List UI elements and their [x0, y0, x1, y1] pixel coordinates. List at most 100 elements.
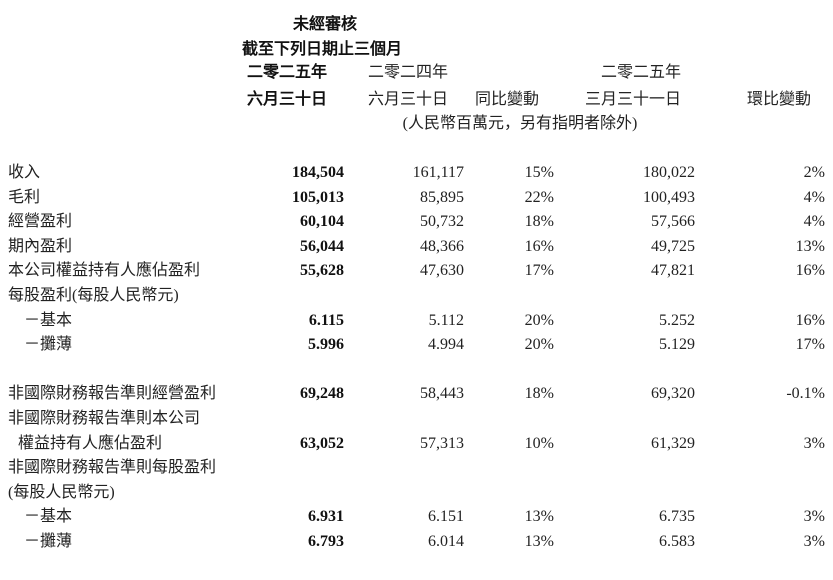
- row-label: 經營盈利: [8, 213, 73, 231]
- cell-c4: 180,022: [643, 164, 695, 181]
- cell-c5: [695, 481, 825, 506]
- cell-c4: 5.129: [659, 336, 695, 354]
- cell-c3: 13%: [524, 508, 554, 526]
- row-label: 本公司權益持有人應佔盈利: [8, 262, 201, 280]
- col1-date: 六月三十日: [246, 91, 327, 108]
- cell-c4: [554, 407, 695, 432]
- table-row: (每股人民幣元): [8, 481, 825, 506]
- cell-c4: 61,329: [651, 434, 695, 452]
- cell-c3: [464, 481, 554, 506]
- col5-qoq-header: 環比變動: [746, 91, 811, 108]
- cell-c4: [554, 284, 695, 309]
- cell-c2: 6.151: [428, 508, 464, 526]
- cell-c1: [284, 407, 344, 432]
- cell-c1: 5.996: [308, 336, 344, 354]
- cell-c3: 22%: [524, 188, 554, 206]
- cell-c3: 20%: [524, 336, 554, 354]
- cell-c2: [344, 407, 464, 432]
- cell-c5: 16%: [795, 262, 825, 280]
- cell-c5: 3%: [803, 532, 825, 550]
- cell-c3: 13%: [524, 532, 554, 550]
- cell-c3: 18%: [524, 385, 554, 403]
- cell-c4: 6.735: [659, 508, 695, 526]
- table-row: 非國際財務報告準則經營盈利 69,248 58,443 18% 69,320 -0.1%: [8, 382, 825, 407]
- row-label: 期內盈利: [8, 237, 73, 255]
- cell-c2: 6.014: [428, 532, 464, 550]
- cell-c3: [464, 284, 554, 309]
- cell-c1: 6.793: [308, 532, 344, 550]
- cell-c2: 57,313: [420, 434, 464, 452]
- cell-c3: 10%: [524, 434, 554, 452]
- cell-c1: 60,104: [300, 213, 344, 231]
- table-row: 權益持有人應佔盈利 63,052 57,313 10% 61,329 3%: [8, 432, 825, 457]
- cell-c1: 184,504: [292, 164, 344, 181]
- cell-c5: 13%: [795, 237, 825, 255]
- table-row: 毛利 105,013 85,895 22% 100,493 4%: [8, 186, 825, 211]
- cell-c3: 17%: [524, 262, 554, 280]
- cell-c1: 69,248: [300, 385, 344, 403]
- cell-c5: 16%: [795, 311, 825, 329]
- cell-c5: 3%: [803, 508, 825, 526]
- cell-c3: 18%: [524, 213, 554, 231]
- col3-yoy-header: 同比變動: [474, 91, 539, 108]
- cell-c4: 57,566: [651, 213, 695, 231]
- row-label: 每股盈利(每股人民幣元): [8, 286, 179, 304]
- table-row: －攤薄 5.996 4.994 20% 5.129 17%: [8, 333, 825, 358]
- cell-c4: [554, 456, 695, 481]
- col2-date: 六月三十日: [367, 91, 448, 108]
- col2-year: 二零二四年: [367, 64, 448, 81]
- row-label: －基本: [24, 311, 73, 329]
- row-spacer: [8, 358, 825, 383]
- row-label: 非國際財務報告準則每股盈利: [8, 459, 217, 477]
- cell-c1: [284, 456, 344, 481]
- cell-c2: [344, 284, 464, 309]
- cell-c1: [284, 481, 344, 506]
- cell-c5: 2%: [803, 164, 825, 181]
- table-row: －攤薄 6.793 6.014 13% 6.583 3%: [8, 530, 825, 555]
- cell-c4: 47,821: [651, 262, 695, 280]
- cell-c2: 5.112: [428, 311, 464, 329]
- cell-c3: [464, 456, 554, 481]
- cell-c4: 49,725: [651, 237, 695, 255]
- cell-c5: 17%: [795, 336, 825, 354]
- unit-note: (人民幣百萬元，另有指明者除外): [402, 115, 638, 132]
- cell-c1: 55,628: [300, 262, 344, 280]
- cell-c3: 15%: [524, 164, 554, 181]
- cell-c4: 5.252: [659, 311, 695, 329]
- cell-c3: 16%: [524, 237, 554, 255]
- row-label: 權益持有人應佔盈利: [18, 434, 163, 452]
- cell-c2: [344, 481, 464, 506]
- cell-c2: [344, 456, 464, 481]
- table-row: －基本 6.931 6.151 13% 6.735 3%: [8, 505, 825, 530]
- row-label: 非國際財務報告準則本公司: [8, 409, 201, 427]
- col4-year: 二零二五年: [600, 64, 681, 81]
- row-label: －基本: [24, 508, 73, 526]
- cell-c2: 4.994: [428, 336, 464, 354]
- cell-c5: [695, 456, 825, 481]
- cell-c5: [695, 284, 825, 309]
- table-row: －基本 6.115 5.112 20% 5.252 16%: [8, 309, 825, 334]
- cell-c2: 161,117: [412, 164, 464, 181]
- cell-c4: 100,493: [643, 188, 695, 206]
- cell-c2: 85,895: [420, 188, 464, 206]
- table-row: 收入 184,504 161,117 15% 180,022 2%: [8, 161, 825, 186]
- table-row: 經營盈利 60,104 50,732 18% 57,566 4%: [8, 210, 825, 235]
- table-row: 本公司權益持有人應佔盈利 55,628 47,630 17% 47,821 16%: [8, 259, 825, 284]
- audit-status: 未經審核: [292, 16, 358, 33]
- cell-c2: 58,443: [420, 385, 464, 403]
- row-label: 非國際財務報告準則經營盈利: [8, 385, 217, 403]
- col4-date: 三月三十一日: [584, 91, 681, 108]
- row-label: (每股人民幣元): [8, 483, 115, 501]
- financial-table: 收入 184,504 161,117 15% 180,022 2% 毛利 105,013 85,…: [8, 161, 825, 555]
- table-row: 非國際財務報告準則每股盈利: [8, 456, 825, 481]
- cell-c2: 50,732: [420, 213, 464, 231]
- cell-c1: 6.931: [308, 508, 344, 526]
- table-row: 期內盈利 56,044 48,366 16% 49,725 13%: [8, 235, 825, 260]
- row-label: －攤薄: [24, 532, 73, 550]
- cell-c3: [464, 407, 554, 432]
- cell-c3: 20%: [524, 311, 554, 329]
- cell-c4: 6.583: [659, 532, 695, 550]
- row-label: 毛利: [8, 188, 41, 206]
- table-row: 非國際財務報告準則本公司: [8, 407, 825, 432]
- cell-c2: 48,366: [420, 237, 464, 255]
